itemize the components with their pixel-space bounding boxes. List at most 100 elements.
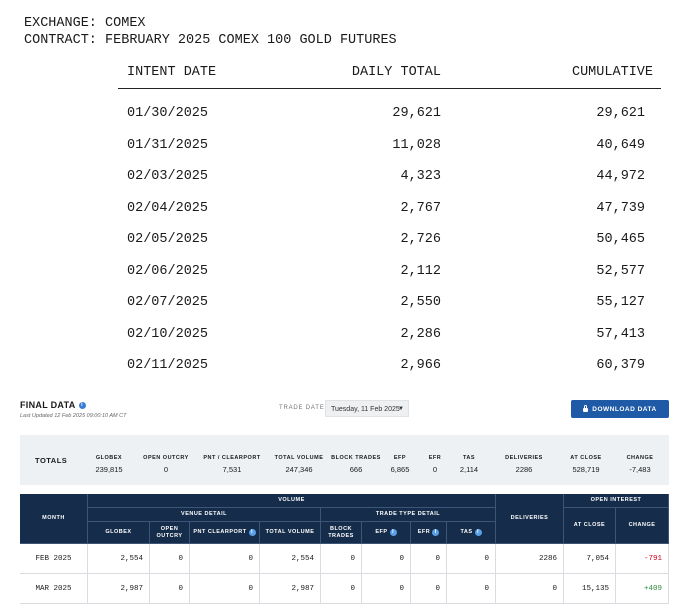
subheader-block-trades-text: BLOCK TRADES [328,525,354,539]
intent-table-header: INTENT DATE DAILY TOTAL CUMULATIVE [118,62,661,89]
totals-bar: TOTALS GLOBEX 239,815 OPEN OUTCRY 0 PNT / CL… [20,435,669,485]
cell-efr-text: 0 [435,584,440,593]
cumulative-cell: 60,379 [596,358,645,373]
cell-total-volume: 2,554 [260,544,321,574]
intent-date-cell: 02/04/2025 [127,200,209,216]
info-icon[interactable]: i [474,529,482,536]
subheader-block-trades: BLOCK TRADES [321,522,362,544]
cell-open-outcry: 0 [150,574,190,604]
totals-column: TOTAL VOLUME 247,346 [269,446,329,474]
cell-block-trades: 0 [321,574,362,604]
cell-total-volume-text: 2,554 [291,554,314,563]
intent-row: 01/30/2025 29,621 29,621 [118,97,661,129]
cell-month-text: MAR 2025 [35,584,72,593]
volume-table: MONTH VOLUME VENUE DETAIL TRADE TYPE DETAIL… [20,494,669,604]
subheader-tas: TAS i [447,522,496,544]
subheader-change-text: CHANGE [628,522,656,528]
totals-column-header: EFP [393,455,407,461]
daily-total-cell: 4,323 [400,169,441,184]
totals-column-header: GLOBEX [95,455,123,461]
totals-column-value: 6,865 [390,465,410,474]
cell-total-volume-text: 2,987 [291,584,314,593]
cell-deliveries: 0 [496,574,564,604]
cell-pnt: 0 [190,544,260,574]
totals-column: TAS 2,114 [439,446,499,474]
totals-column: EFP 6,865 [370,446,430,474]
daily-total-cell: 2,286 [400,326,441,342]
intent-date-cell: 01/31/2025 [127,137,209,153]
cell-deliveries-text: 0 [552,584,557,593]
subheader-pnt: PNT CLEARPORT i [190,522,260,544]
volume-header: VOLUME [88,494,496,508]
cell-month-text: FEB 2025 [35,554,72,563]
subheader-at-close-text: AT CLOSE [573,522,606,528]
last-updated-text: Last Updated 12 Feb 2025 09:00:10 AM CT [20,413,127,419]
header-cumulative: CUMULATIVE [571,65,653,80]
totals-column-value: 0 [432,465,438,474]
cell-globex-text: 2,987 [120,584,143,593]
trade-date-select[interactable]: Tuesday, 11 Feb 2025 ▼ [325,400,409,417]
totals-column-value: 7,531 [222,465,242,474]
totals-column-header: AT CLOSE [570,455,602,461]
cell-efp: 0 [362,544,411,574]
cell-block-trades: 0 [321,544,362,574]
cell-pnt-text: 0 [248,554,253,563]
cell-block-trades-text: 0 [350,584,355,593]
cell-block-trades-text: 0 [350,554,355,563]
cell-efr: 0 [411,544,447,574]
intent-row: 02/10/2025 2,286 57,413 [118,318,661,350]
subheader-total-volume-text: TOTAL VOLUME [265,529,315,535]
totals-column-value: 528,719 [572,465,600,474]
subheader-efr: EFR i [411,522,447,544]
subheader-globex: GLOBEX [88,522,150,544]
download-data-button[interactable]: DOWNLOAD DATA [571,400,669,418]
info-icon[interactable]: i [389,529,397,536]
subheader-change: CHANGE [616,508,669,544]
contract-line: CONTRACT: FEBRUARY 2025 COMEX 100 GOLD F… [24,33,397,48]
subheader-tas-text: TAS [460,529,473,535]
info-icon[interactable]: i [248,529,256,536]
intent-date-cell: 01/30/2025 [127,106,209,121]
daily-total-cell: 2,550 [400,295,441,310]
download-data-label: DOWNLOAD DATA [592,405,657,413]
cell-tas: 0 [447,574,496,604]
totals-column: EFR 0 [405,446,465,474]
info-icon[interactable]: i [78,401,86,409]
totals-column: AT CLOSE 528,719 [556,446,616,474]
totals-column-header: CHANGE [626,455,654,461]
totals-column-value: 247,346 [285,465,313,474]
totals-column-value: 2,114 [459,465,479,474]
intent-date-cell: 02/10/2025 [127,326,209,342]
subheader-open-outcry-text: OPEN OUTCRY [156,525,183,539]
totals-label: TOTALS [35,456,68,465]
daily-total-cell: 2,966 [400,358,441,373]
daily-total-cell: 2,767 [400,200,441,216]
document-header: EXCHANGE: COMEX CONTRACT: FEBRUARY 2025 C… [24,15,397,49]
totals-column: GLOBEX 239,815 [79,446,139,474]
intent-row: 02/05/2025 2,726 50,465 [118,223,661,255]
cell-efp-text: 0 [399,554,404,563]
totals-column-header: BLOCK TRADES [331,455,381,461]
daily-total-cell: 29,621 [392,106,441,121]
cell-change: -791 [616,544,669,574]
venue-detail-header-text: VENUE DETAIL [181,511,227,517]
daily-total-cell: 2,112 [400,263,441,279]
totals-column: DELIVERIES 2286 [494,446,554,474]
intent-date-cell: 02/06/2025 [127,263,209,279]
chevron-down-icon: ▼ [398,406,404,412]
subheader-at-close: AT CLOSE [564,508,616,544]
cell-globex: 2,554 [88,544,150,574]
totals-column-header: PNT / CLEARPORT [203,455,261,461]
open-interest-header: OPEN INTEREST [564,494,669,508]
intent-table: INTENT DATE DAILY TOTAL CUMULATIVE 01/30… [118,62,661,381]
cell-pnt: 0 [190,574,260,604]
cell-month: FEB 2025 [20,544,88,574]
subheader-open-outcry: OPEN OUTCRY [150,522,190,544]
intent-row: 02/07/2025 2,550 55,127 [118,286,661,318]
info-icon[interactable]: i [432,529,440,536]
totals-column-header: OPEN OUTCRY [143,455,189,461]
exchange-line: EXCHANGE: COMEX [24,16,146,31]
deliveries-header-text: DELIVERIES [510,515,549,521]
cell-at-close-text: 15,135 [581,584,609,593]
lock-icon [583,405,589,412]
